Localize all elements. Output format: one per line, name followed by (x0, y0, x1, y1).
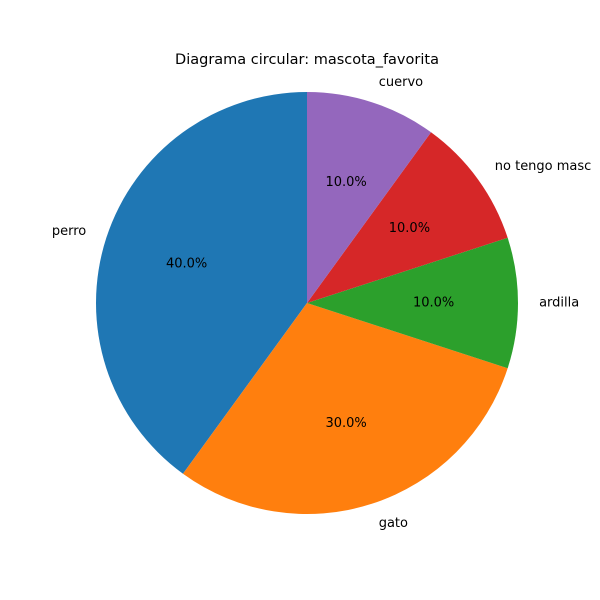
slice-percent-perro: 40.0% (166, 256, 207, 271)
pie-slices (96, 92, 518, 514)
pie-slice-perro (96, 92, 307, 474)
slice-label-ardilla: ardilla (539, 296, 579, 311)
slice-label-perro: perro (52, 224, 86, 239)
slice-percent-labels: 40.0% 30.0% 10.0% 10.0% 10.0% (166, 175, 454, 431)
slice-percent-gato: 30.0% (325, 416, 366, 431)
slice-label-cuervo: cuervo (379, 75, 423, 90)
slice-category-labels: perro gato ardilla no tengo masc cuervo (52, 75, 591, 531)
pie-slice-no-tengo-masc (307, 132, 508, 303)
chart-title: Diagrama circular: mascota_favorita (175, 52, 439, 68)
slice-percent-no-tengo-masc: 10.0% (389, 221, 430, 236)
pie-slice-ardilla (307, 237, 518, 369)
slice-label-gato: gato (379, 516, 408, 531)
slice-percent-cuervo: 10.0% (325, 175, 366, 190)
pie-slice-cuervo (307, 92, 432, 303)
slice-percent-ardilla: 10.0% (413, 296, 454, 311)
pie-slice-gato (182, 303, 508, 514)
slice-label-no-tengo-masc: no tengo masc (495, 159, 592, 174)
